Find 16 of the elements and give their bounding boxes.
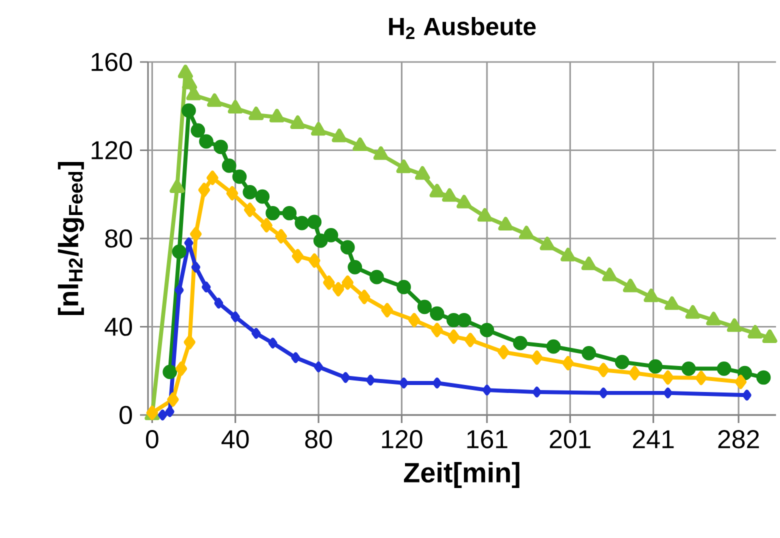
- y-tick-label: 160: [92, 52, 132, 72]
- x-tick-label: 120: [382, 430, 422, 448]
- x-tick-label: 40: [222, 430, 249, 448]
- x-tick-label: 80: [305, 430, 332, 448]
- x-tick-label: 201: [550, 430, 590, 448]
- x-tick-label: 241: [633, 430, 674, 448]
- x-axis-title: Zeit[min]: [404, 462, 520, 488]
- x-tick-label: 282: [718, 430, 759, 448]
- x-tick-label: 0: [146, 430, 158, 448]
- y-tick-label: 0: [120, 406, 132, 424]
- x-tick-label: 161: [467, 430, 508, 448]
- y-axis-title: [nl$_{H2}$/kg$_{Feed}$]: [58, 162, 84, 316]
- y-tick-label: 40: [104, 318, 132, 336]
- chart-title: H$_{2}$ Ausbeute: [389, 17, 536, 40]
- y-tick-label: 120: [92, 141, 132, 160]
- y-tick-label: 80: [105, 229, 132, 248]
